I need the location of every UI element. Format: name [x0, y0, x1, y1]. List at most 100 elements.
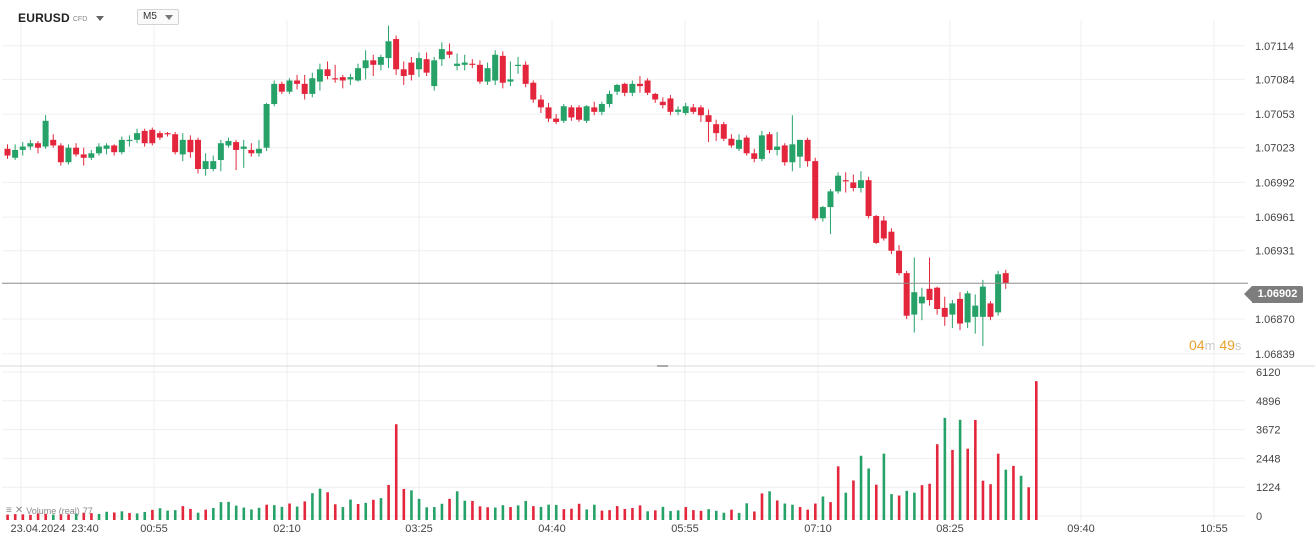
volume-bar — [364, 502, 368, 520]
timeframe-select[interactable]: M5 — [137, 9, 179, 25]
volume-bar — [196, 512, 200, 520]
candle — [896, 250, 903, 274]
volume-bar — [1035, 381, 1038, 520]
candle — [88, 153, 95, 158]
volume-bar — [730, 509, 733, 520]
volume-bar — [234, 505, 238, 520]
candle — [454, 63, 461, 66]
countdown-minutes-unit: m — [1204, 338, 1216, 353]
volume-bar — [554, 504, 558, 520]
candle — [469, 63, 476, 65]
volume-bar — [897, 495, 901, 520]
candle — [766, 134, 773, 150]
candle — [217, 143, 224, 161]
candle — [263, 104, 270, 148]
volume-bar — [318, 488, 322, 520]
candle — [995, 274, 1002, 313]
volume-bar — [562, 509, 566, 520]
volume-bar — [760, 493, 764, 520]
candle — [614, 84, 621, 92]
candle — [842, 180, 849, 182]
volume-bar — [379, 498, 383, 520]
time-axis-label: 08:25 — [936, 523, 964, 535]
volume-bar — [349, 499, 352, 520]
volume-bar — [29, 514, 32, 520]
candle — [934, 287, 941, 309]
volume-bar — [135, 513, 139, 520]
price-axis-label: 1.06992 — [1255, 177, 1295, 189]
volume-bar — [372, 499, 375, 520]
candle — [812, 161, 819, 219]
volume-bar — [966, 448, 970, 520]
volume-bar — [212, 508, 215, 520]
candle — [294, 80, 301, 84]
candle — [347, 77, 354, 80]
volume-bar — [661, 506, 665, 520]
volume-bar — [593, 504, 596, 520]
volume-bar — [806, 509, 809, 520]
candle — [149, 129, 156, 144]
volume-bar — [173, 510, 177, 520]
volume-bar — [814, 503, 817, 520]
volume-bar — [303, 501, 307, 520]
volume-bar — [36, 513, 40, 520]
candle — [629, 83, 636, 93]
candle — [446, 51, 453, 55]
volume-bar — [1019, 475, 1023, 520]
candle — [553, 118, 560, 122]
volume-bar — [105, 511, 108, 520]
candle — [560, 106, 567, 121]
volume-bar — [524, 500, 528, 520]
volume-bar — [471, 500, 474, 520]
volume-bar — [974, 420, 977, 520]
volume-bar — [852, 480, 855, 520]
candle — [316, 69, 323, 82]
candle — [835, 175, 842, 192]
volume-bar — [600, 510, 604, 520]
candle — [248, 149, 255, 154]
candle — [796, 139, 803, 157]
candle — [438, 49, 445, 60]
volume-bar — [410, 490, 413, 520]
time-axis-label: 10:55 — [1200, 523, 1228, 535]
volume-bar — [874, 484, 878, 520]
close-icon[interactable]: ✕ — [14, 505, 24, 516]
volume-bar — [935, 444, 939, 520]
volume-bar — [433, 507, 436, 520]
volume-legend: ≡ ✕ Volume (real) 77 — [6, 505, 93, 516]
candle — [301, 83, 308, 94]
candle — [987, 303, 994, 317]
candle — [141, 130, 148, 144]
candle — [697, 107, 704, 116]
volume-bar — [158, 508, 162, 520]
volume-bar — [638, 505, 642, 520]
candle — [583, 106, 590, 121]
candle — [4, 148, 11, 156]
candle — [857, 180, 864, 189]
volume-bar — [791, 504, 794, 520]
candle — [545, 107, 552, 119]
menu-icon[interactable]: ≡ — [6, 505, 12, 516]
volume-axis-label: 3672 — [1256, 425, 1280, 437]
pane-splitter-handle[interactable] — [657, 365, 668, 367]
volume-bar — [958, 419, 962, 520]
candle — [415, 58, 422, 70]
candle — [720, 124, 727, 139]
price-axis-label: 1.06839 — [1255, 349, 1295, 361]
candle — [80, 154, 87, 158]
volume-bar — [6, 514, 9, 520]
volume-bar — [577, 503, 581, 520]
candle — [179, 139, 186, 155]
candle — [576, 107, 582, 120]
symbol-selector[interactable]: EURUSD CFD — [18, 8, 105, 28]
volume-bar — [928, 483, 931, 520]
volume-bar — [486, 507, 489, 520]
price-axis-label: 1.07023 — [1255, 143, 1295, 155]
candle — [522, 64, 529, 84]
candle — [423, 59, 430, 73]
volume-bar — [905, 490, 909, 520]
volume-bar — [440, 503, 444, 520]
candle — [202, 161, 209, 169]
